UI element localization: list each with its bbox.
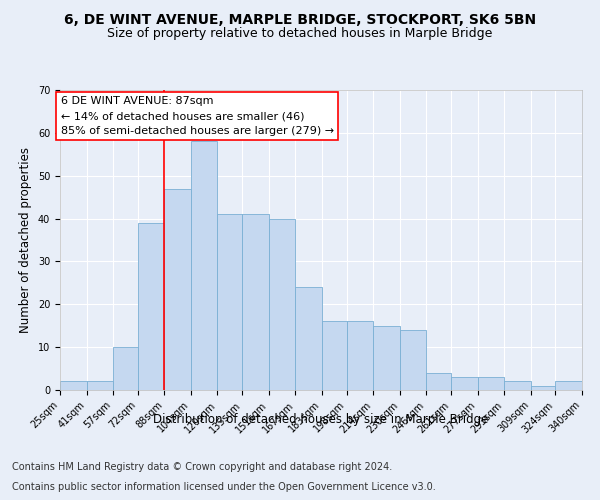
Bar [373,326,400,390]
Bar [242,214,269,390]
Text: 6, DE WINT AVENUE, MARPLE BRIDGE, STOCKPORT, SK6 5BN: 6, DE WINT AVENUE, MARPLE BRIDGE, STOCKP… [64,12,536,26]
Bar [164,188,191,390]
Text: Contains public sector information licensed under the Open Government Licence v3: Contains public sector information licen… [12,482,436,492]
Bar [269,218,295,390]
Bar [556,382,582,390]
Bar [217,214,242,390]
Bar [400,330,426,390]
Text: Contains HM Land Registry data © Crown copyright and database right 2024.: Contains HM Land Registry data © Crown c… [12,462,392,472]
Text: 6 DE WINT AVENUE: 87sqm
← 14% of detached houses are smaller (46)
85% of semi-de: 6 DE WINT AVENUE: 87sqm ← 14% of detache… [61,96,334,136]
Bar [451,377,478,390]
Bar [347,322,373,390]
Bar [191,142,217,390]
Y-axis label: Number of detached properties: Number of detached properties [19,147,32,333]
Bar [322,322,347,390]
Bar [426,373,451,390]
Bar [138,223,164,390]
Bar [113,347,138,390]
Bar [530,386,556,390]
Text: Distribution of detached houses by size in Marple Bridge: Distribution of detached houses by size … [154,412,488,426]
Bar [478,377,504,390]
Bar [86,382,113,390]
Bar [60,382,86,390]
Bar [295,287,322,390]
Text: Size of property relative to detached houses in Marple Bridge: Size of property relative to detached ho… [107,28,493,40]
Bar [504,382,530,390]
